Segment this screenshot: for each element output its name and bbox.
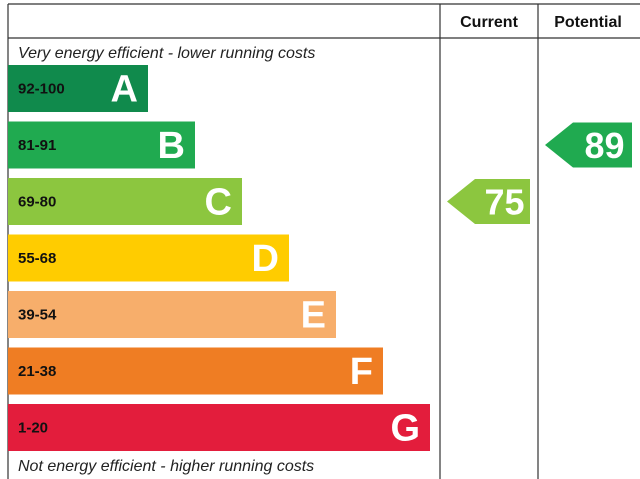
potential-rating-arrow — [545, 122, 632, 168]
current-rating-arrow — [447, 179, 530, 224]
band-c-range: 69-80 — [18, 194, 56, 211]
band-b-letter: B — [158, 125, 185, 167]
band-e-bar — [8, 291, 336, 338]
current-rating-value: 75 — [484, 182, 524, 223]
band-c-bar — [8, 178, 242, 225]
rating-indicators: 75 89 — [447, 122, 632, 224]
band-b-bar — [8, 121, 195, 169]
band-c: 69-80 C — [8, 178, 242, 225]
top-note: Very energy efficient - lower running co… — [18, 45, 315, 62]
band-a: 92-100 A — [8, 65, 148, 112]
band-g: 1-20 G — [8, 404, 430, 451]
band-e-range: 39-54 — [18, 307, 57, 324]
band-d-letter: D — [252, 238, 279, 280]
band-g-range: 1-20 — [18, 420, 48, 437]
band-a-bar — [8, 65, 148, 112]
band-d: 55-68 D — [8, 234, 289, 282]
band-g-letter: G — [390, 408, 420, 450]
potential-rating-value: 89 — [584, 125, 624, 166]
current-rating: 75 — [447, 179, 530, 224]
band-f-letter: F — [350, 351, 373, 393]
band-f-range: 21-38 — [18, 363, 56, 380]
band-c-letter: C — [205, 182, 232, 224]
potential-column-header: Potential — [554, 14, 622, 31]
band-d-range: 55-68 — [18, 250, 56, 267]
band-a-letter: A — [111, 69, 138, 111]
rating-bands: 92-100 A 81-91 B 69-80 C 55-68 D 39-54 E 21-38 F 1-2… — [8, 65, 430, 451]
band-f-bar — [8, 347, 383, 395]
band-g-bar — [8, 404, 430, 451]
band-e: 39-54 E — [8, 291, 336, 338]
band-f: 21-38 F — [8, 347, 383, 395]
band-b: 81-91 B — [8, 121, 195, 169]
band-b-range: 81-91 — [18, 137, 56, 154]
bottom-note: Not energy efficient - higher running co… — [18, 458, 314, 475]
potential-rating: 89 — [545, 122, 632, 168]
band-a-range: 92-100 — [18, 81, 65, 98]
current-column-header: Current — [460, 14, 518, 31]
band-e-letter: E — [301, 295, 326, 337]
band-d-bar — [8, 234, 289, 282]
